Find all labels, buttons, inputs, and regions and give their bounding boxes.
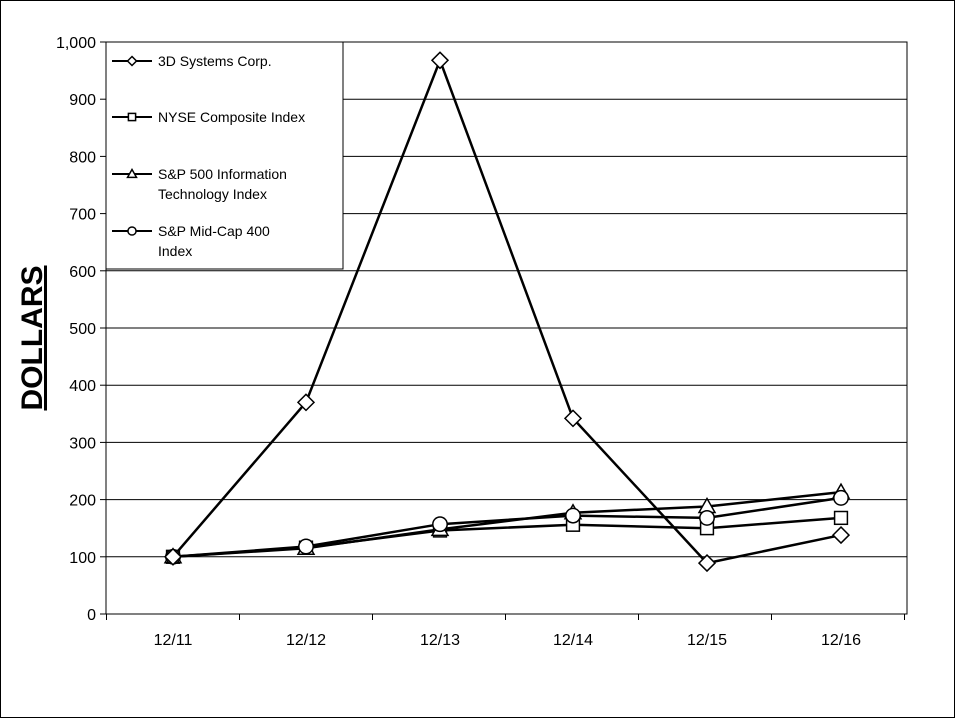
legend-label: S&P 500 Information	[158, 166, 287, 182]
y-tick-label: 0	[87, 607, 96, 624]
series-line-circle	[172, 496, 842, 559]
data-point-circle	[432, 516, 448, 533]
data-point-square	[833, 510, 849, 526]
x-tick-label: 12/14	[553, 632, 593, 649]
legend-marker-triangle	[126, 167, 138, 179]
data-point-circle	[565, 507, 581, 524]
y-tick-label: 900	[69, 92, 96, 109]
y-tick-label: 500	[69, 321, 96, 338]
data-point-circle	[298, 538, 314, 555]
series-line-diamond	[172, 56, 842, 565]
x-tick-label: 12/15	[687, 632, 727, 649]
x-tick-label: 12/16	[821, 632, 861, 649]
data-point-diamond	[697, 554, 717, 573]
legend-label: Index	[158, 243, 192, 259]
y-axis-label: DOLLARS	[16, 266, 49, 411]
x-tick-label: 12/12	[286, 632, 326, 649]
legend-label: S&P Mid-Cap 400	[158, 223, 270, 239]
data-point-diamond	[163, 547, 183, 566]
data-point-diamond	[563, 409, 583, 428]
legend-label: 3D Systems Corp.	[158, 53, 272, 69]
y-tick-label: 800	[69, 149, 96, 166]
y-tick-label: 300	[69, 435, 96, 452]
y-tick-label: 100	[69, 550, 96, 567]
legend-marker-diamond	[126, 55, 138, 67]
data-point-diamond	[430, 51, 450, 70]
x-tick-label: 12/13	[420, 632, 460, 649]
y-tick-label: 600	[69, 264, 96, 281]
x-tick-label: 12/11	[154, 632, 193, 649]
y-tick-label: 200	[69, 493, 96, 510]
data-point-diamond	[296, 393, 316, 412]
legend-label: NYSE Composite Index	[158, 109, 305, 125]
y-tick-label: 400	[69, 378, 96, 395]
legend-label: Technology Index	[158, 186, 267, 202]
data-point-diamond	[831, 526, 851, 545]
y-tick-label: 700	[69, 207, 96, 224]
legend-marker-square	[127, 112, 137, 122]
data-point-circle	[833, 489, 849, 506]
data-point-circle	[699, 509, 715, 526]
y-tick-label: 1,000	[56, 35, 96, 52]
legend-marker-circle	[127, 226, 137, 236]
